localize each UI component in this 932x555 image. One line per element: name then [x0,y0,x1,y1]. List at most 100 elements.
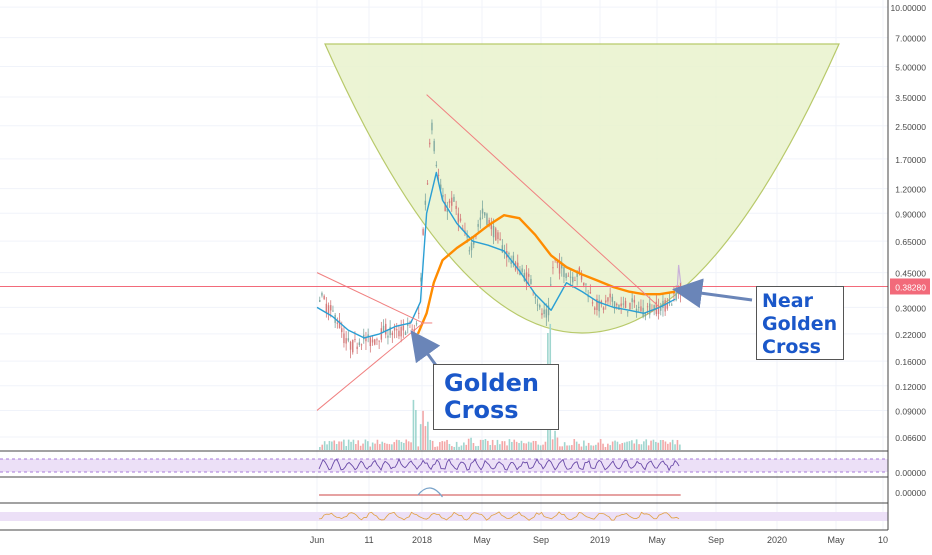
volume-bar [657,442,660,450]
candle-body [486,213,488,225]
volume-bar [496,439,499,450]
volume-bar [544,441,547,450]
x-tick-label: Jun [310,535,325,545]
candle-body [550,284,552,286]
volume-bar [614,440,616,450]
candle-body [552,267,554,269]
y-tick-label: 3.50000 [895,93,926,103]
volume-bar [554,430,556,450]
candle-body [646,306,649,308]
candle-body [510,261,512,265]
volume-bar [621,443,624,450]
golden-cross-callout[interactable]: Golden Cross [433,364,559,430]
candle-body [556,260,559,264]
candle-body [453,196,455,202]
volume-bar [556,437,559,450]
x-tick-label: May [473,535,491,545]
candle-body [541,313,543,316]
candle-body [455,205,457,209]
candle-body [508,252,510,255]
volume-bar [357,440,360,450]
volume-bar [527,441,530,450]
candle-body [512,255,515,263]
volume-bar [595,444,597,450]
candle-body [369,337,372,347]
volume-bar [393,442,396,450]
y-tick-label: 1.70000 [895,155,926,165]
volume-bar [628,441,631,450]
y-tick-label: 0.06600 [895,433,926,443]
candle-body [607,297,609,302]
candle-body [572,276,574,283]
candle-body [429,142,431,145]
volume-bar [571,445,573,450]
volume-bar [381,441,384,450]
candle-body [671,304,673,306]
volume-bar [667,443,669,450]
volume-bar [453,446,456,450]
volume-bar [503,441,506,450]
cup-pattern-drawing [324,43,840,334]
y-tick-label: 0.65000 [895,237,926,247]
y-tick-label: 10.00000 [891,3,927,13]
candle-body [609,293,611,298]
volume-bar [659,440,662,450]
candle-body [653,305,655,311]
candle-body [336,322,339,324]
candle-body [666,302,669,309]
candle-body [437,174,440,176]
volume-bar [379,444,381,450]
candle-body [466,235,468,238]
candle-body [528,273,530,277]
candle-body [402,325,405,331]
near-golden-cross-callout[interactable]: Near Golden Cross [756,286,844,360]
volume-bar [338,441,340,450]
candle-body [534,296,537,299]
candle-body [391,332,394,336]
x-tick-label: May [827,535,845,545]
volume-bar [451,446,453,450]
candle-body [565,273,567,279]
volume-bar [513,439,516,450]
volume-bar [645,439,648,450]
candle-body [649,303,651,315]
candle-body [644,313,647,317]
volume-bar [580,446,583,450]
volume-bar [655,441,657,450]
candle-body [543,309,545,315]
x-tick-label: 11 [364,535,373,545]
volume-bar [429,439,432,450]
candle-body [404,332,407,335]
candle-body [387,335,389,338]
volume-bar [347,439,350,450]
candle-body [561,264,563,269]
rsi-band [0,459,888,472]
volume-bar [506,445,508,450]
volume-bar [417,446,420,450]
callout-line: Golden [762,313,838,335]
candle-body [594,307,596,310]
candle-body [602,307,605,310]
volume-bar [633,443,636,450]
candle-body [371,339,374,343]
volume-bar [484,439,487,450]
volume-bar [561,446,564,450]
volume-bar [376,439,379,450]
volume-bar [436,446,439,450]
volume-bar [424,426,427,450]
candle-body [539,305,541,308]
volume-bar [643,441,645,450]
volume-bar [343,439,345,450]
candle-body [598,300,600,312]
volume-bar [566,445,568,450]
volume-bar [367,441,369,450]
candle-body [583,282,585,286]
candle-body [420,277,422,282]
candle-body [442,195,444,197]
candle-body [591,302,594,304]
candle-body [400,326,402,337]
y-tick-label: 0.90000 [895,209,926,219]
volume-bar [638,444,640,450]
